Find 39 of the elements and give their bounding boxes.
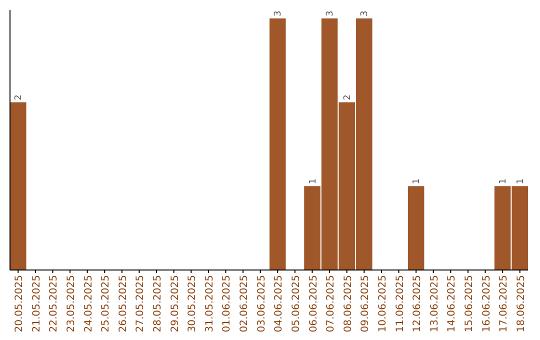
x-tick-label: 25.05.2025 (100, 275, 112, 332)
data-label: 1 (412, 178, 422, 184)
x-tick-label: 29.05.2025 (170, 275, 181, 332)
x-tick-label: 24.05.2025 (83, 275, 94, 332)
x-tick-label: 03.06.2025 (256, 275, 268, 332)
x-tick-label: 18.06.2025 (516, 275, 527, 332)
data-label: 2 (342, 94, 353, 100)
x-tick-label: 27.05.2025 (135, 275, 146, 332)
x-tick-label: 14.06.2025 (446, 275, 458, 332)
x-tick-label: 06.06.2025 (308, 275, 320, 332)
x-tick-label: 16.06.2025 (481, 275, 492, 332)
x-tick-label: 17.06.2025 (498, 275, 510, 332)
x-tick-label: 28.05.2025 (152, 275, 164, 332)
x-tick-label: 30.05.2025 (187, 275, 198, 332)
x-tick-label: 01.06.2025 (222, 275, 233, 332)
x-tick-label: 13.06.2025 (429, 275, 440, 332)
x-tick-label: 22.05.2025 (48, 275, 60, 332)
x-tick-label: 15.06.2025 (464, 275, 475, 332)
x-tick-label: 10.06.2025 (377, 275, 388, 332)
x-tick-label: 04.06.2025 (274, 275, 285, 332)
x-tick-label: 31.05.2025 (204, 275, 216, 332)
x-tick-label: 21.05.2025 (31, 275, 42, 332)
x-tick-label: 05.06.2025 (290, 275, 302, 332)
x-tick-label: 07.06.2025 (326, 275, 337, 332)
data-label: 1 (308, 178, 318, 184)
data-label: 3 (274, 10, 284, 16)
x-tick-label: 23.05.2025 (66, 275, 78, 332)
data-label: 3 (360, 10, 370, 16)
x-tick-label: 08.06.2025 (342, 275, 354, 332)
data-label: 1 (516, 178, 526, 184)
data-label: 1 (498, 178, 509, 184)
x-tick-label: 20.05.2025 (14, 275, 26, 332)
x-tick-label: 11.06.2025 (394, 275, 406, 332)
data-label: 2 (14, 94, 24, 100)
x-tick-label: 02.06.2025 (239, 275, 250, 332)
data-label: 3 (326, 10, 336, 16)
x-tick-label: 12.06.2025 (412, 275, 424, 332)
x-tick-label: 09.06.2025 (360, 275, 372, 332)
x-tick-label: 26.05.2025 (118, 275, 129, 332)
